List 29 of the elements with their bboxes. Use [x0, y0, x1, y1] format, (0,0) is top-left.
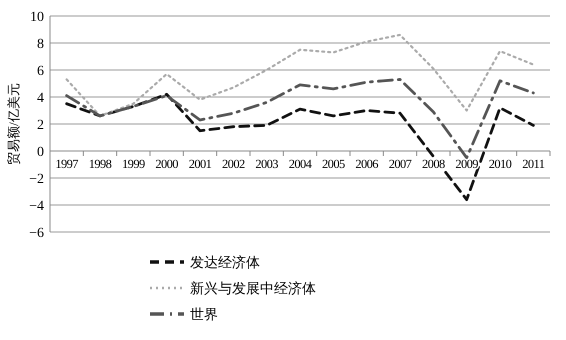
y-tick-label: −2 — [29, 172, 44, 187]
y-tick-label: −6 — [29, 226, 44, 241]
legend-label: 发达经济体 — [190, 254, 260, 271]
legend-label: 新兴与发展中经济体 — [190, 280, 316, 297]
y-tick-label: 6 — [37, 64, 44, 79]
x-tick-label: 2000 — [155, 157, 178, 171]
x-tick-label: 2005 — [322, 157, 345, 171]
y-tick-label: 8 — [37, 36, 44, 52]
y-axis-title: 贸易额/亿美元 — [6, 83, 21, 165]
line-series — [66, 34, 534, 117]
x-tick-label: 1998 — [88, 157, 112, 171]
x-tick-label: 2007 — [388, 157, 412, 171]
x-tick-label: 2009 — [455, 157, 478, 171]
y-tick-label: 0 — [37, 144, 44, 160]
x-tick-label: 2010 — [488, 157, 512, 171]
x-tick-label: 2011 — [522, 157, 545, 171]
line-series — [65, 78, 535, 160]
y-tick-label: 2 — [37, 118, 44, 133]
x-tick-label: 2002 — [222, 157, 245, 171]
y-tick-label: 4 — [37, 90, 44, 106]
y-tick-label: −4 — [29, 198, 44, 214]
y-tick-label: 10 — [30, 10, 44, 25]
x-tick-label: 2003 — [255, 157, 278, 171]
legend-label: 世界 — [190, 306, 218, 323]
x-tick-label: 2004 — [288, 157, 313, 171]
x-tick-label: 2006 — [355, 157, 378, 171]
x-tick-label: 1997 — [55, 157, 78, 171]
x-tick-label: 2001 — [188, 157, 212, 171]
x-tick-label: 1999 — [122, 157, 145, 171]
